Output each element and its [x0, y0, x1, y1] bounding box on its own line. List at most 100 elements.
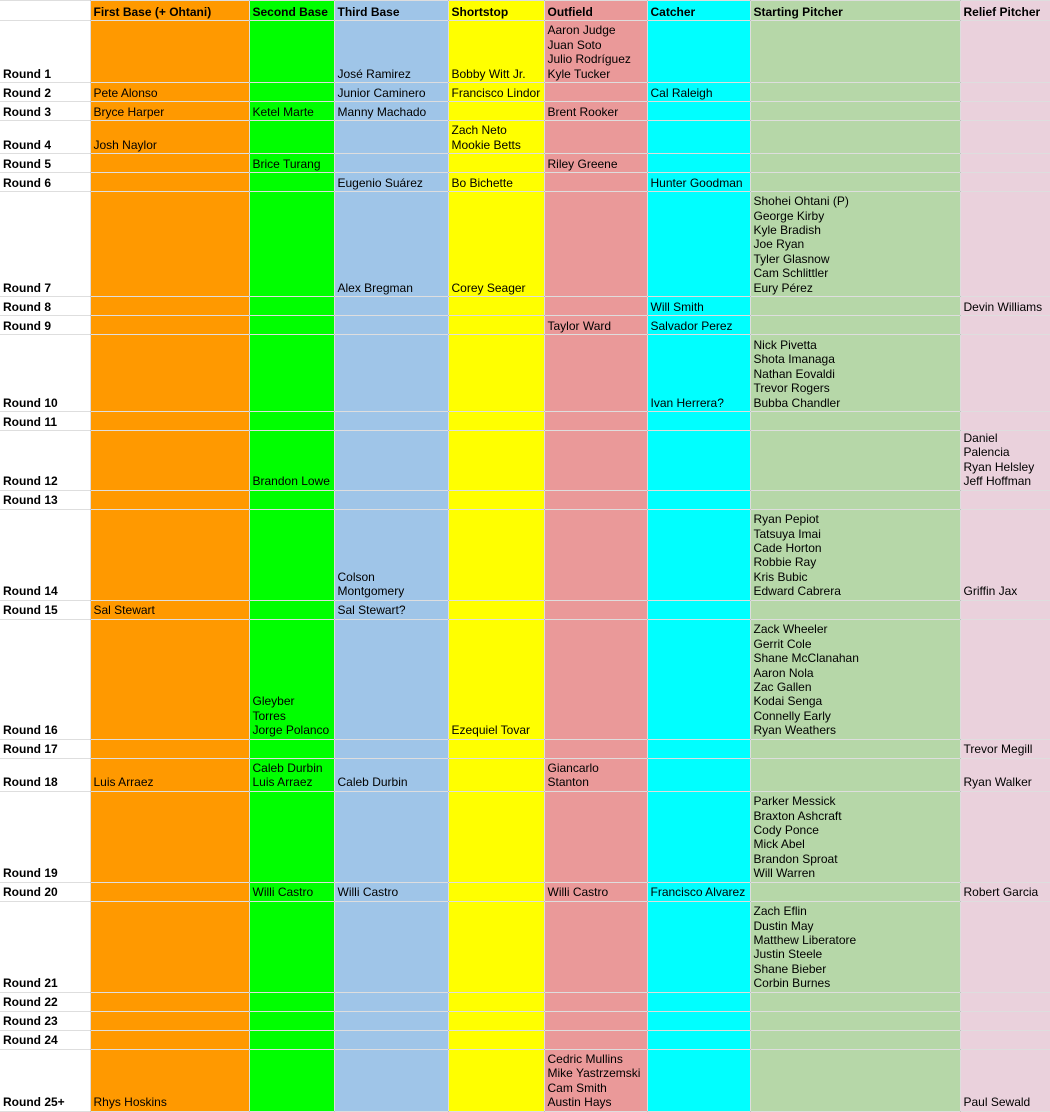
cell-outfield[interactable] — [544, 509, 648, 601]
round-label[interactable]: Round 7 — [0, 191, 91, 297]
cell-catcher[interactable] — [647, 739, 751, 759]
cell-second-base[interactable] — [249, 20, 335, 83]
cell-relief-pitcher[interactable] — [960, 992, 1050, 1012]
cell-third-base[interactable]: Junior Caminero — [334, 82, 449, 102]
cell-starting-pitcher[interactable] — [750, 882, 961, 902]
cell-shortstop[interactable] — [448, 430, 545, 491]
round-label[interactable]: Round 5 — [0, 153, 91, 173]
cell-catcher[interactable] — [647, 992, 751, 1012]
cell-catcher[interactable]: Cal Raleigh — [647, 82, 751, 102]
cell-catcher[interactable] — [647, 411, 751, 431]
round-label[interactable]: Round 2 — [0, 82, 91, 102]
cell-catcher[interactable] — [647, 101, 751, 121]
cell-catcher[interactable] — [647, 901, 751, 993]
cell-shortstop[interactable]: Francisco Lindor — [448, 82, 545, 102]
cell-starting-pitcher[interactable] — [750, 758, 961, 792]
cell-shortstop[interactable]: Bo Bichette — [448, 172, 545, 192]
cell-starting-pitcher[interactable] — [750, 992, 961, 1012]
cell-second-base[interactable] — [249, 82, 335, 102]
cell-first-base[interactable]: Bryce Harper — [90, 101, 250, 121]
cell-outfield[interactable] — [544, 1011, 648, 1031]
cell-second-base[interactable] — [249, 334, 335, 412]
round-label[interactable]: Round 9 — [0, 315, 91, 335]
cell-outfield[interactable] — [544, 191, 648, 297]
cell-shortstop[interactable] — [448, 411, 545, 431]
cell-relief-pitcher[interactable] — [960, 315, 1050, 335]
cell-third-base[interactable] — [334, 1030, 449, 1050]
cell-relief-pitcher[interactable] — [960, 411, 1050, 431]
cell-third-base[interactable]: Caleb Durbin — [334, 758, 449, 792]
cell-first-base[interactable] — [90, 296, 250, 316]
cell-third-base[interactable] — [334, 619, 449, 740]
cell-first-base[interactable] — [90, 172, 250, 192]
cell-catcher[interactable] — [647, 490, 751, 510]
cell-catcher[interactable] — [647, 430, 751, 491]
round-label[interactable]: Round 19 — [0, 791, 91, 883]
cell-outfield[interactable]: Willi Castro — [544, 882, 648, 902]
cell-starting-pitcher[interactable] — [750, 600, 961, 620]
cell-second-base[interactable] — [249, 901, 335, 993]
cell-third-base[interactable] — [334, 1011, 449, 1031]
cell-relief-pitcher[interactable] — [960, 191, 1050, 297]
cell-relief-pitcher[interactable]: Ryan Walker — [960, 758, 1050, 792]
cell-outfield[interactable] — [544, 334, 648, 412]
round-label[interactable]: Round 6 — [0, 172, 91, 192]
round-label[interactable]: Round 1 — [0, 20, 91, 83]
cell-shortstop[interactable] — [448, 1030, 545, 1050]
cell-second-base[interactable] — [249, 296, 335, 316]
header-third-base[interactable]: Third Base — [334, 0, 449, 21]
round-label[interactable]: Round 20 — [0, 882, 91, 902]
cell-starting-pitcher[interactable] — [750, 1049, 961, 1112]
cell-outfield[interactable] — [544, 82, 648, 102]
cell-relief-pitcher[interactable] — [960, 600, 1050, 620]
cell-third-base[interactable] — [334, 153, 449, 173]
round-label[interactable]: Round 13 — [0, 490, 91, 510]
cell-shortstop[interactable] — [448, 101, 545, 121]
cell-catcher[interactable] — [647, 1011, 751, 1031]
cell-second-base[interactable]: Brandon Lowe — [249, 430, 335, 491]
cell-first-base[interactable] — [90, 20, 250, 83]
round-label[interactable]: Round 11 — [0, 411, 91, 431]
cell-starting-pitcher[interactable]: Shohei Ohtani (P) George Kirby Kyle Brad… — [750, 191, 961, 297]
cell-first-base[interactable] — [90, 739, 250, 759]
cell-outfield[interactable]: Cedric Mullins Mike Yastrzemski Cam Smit… — [544, 1049, 648, 1112]
cell-starting-pitcher[interactable] — [750, 1030, 961, 1050]
cell-third-base[interactable]: José Ramirez — [334, 20, 449, 83]
cell-second-base[interactable]: Gleyber Torres Jorge Polanco — [249, 619, 335, 740]
cell-outfield[interactable]: Giancarlo Stanton — [544, 758, 648, 792]
cell-second-base[interactable]: Willi Castro — [249, 882, 335, 902]
round-label[interactable]: Round 25+ — [0, 1049, 91, 1112]
cell-starting-pitcher[interactable]: Parker Messick Braxton Ashcraft Cody Pon… — [750, 791, 961, 883]
cell-outfield[interactable] — [544, 992, 648, 1012]
cell-shortstop[interactable] — [448, 1049, 545, 1112]
header-first-base[interactable]: First Base (+ Ohtani) — [90, 0, 250, 21]
cell-third-base[interactable]: Eugenio Suárez — [334, 172, 449, 192]
cell-first-base[interactable] — [90, 791, 250, 883]
round-label[interactable]: Round 16 — [0, 619, 91, 740]
cell-first-base[interactable] — [90, 411, 250, 431]
cell-outfield[interactable]: Aaron Judge Juan Soto Julio Rodríguez Ky… — [544, 20, 648, 83]
header-shortstop[interactable]: Shortstop — [448, 0, 545, 21]
cell-outfield[interactable] — [544, 430, 648, 491]
cell-shortstop[interactable] — [448, 153, 545, 173]
cell-relief-pitcher[interactable] — [960, 1030, 1050, 1050]
cell-catcher[interactable]: Will Smith — [647, 296, 751, 316]
cell-second-base[interactable] — [249, 315, 335, 335]
cell-second-base[interactable] — [249, 509, 335, 601]
cell-relief-pitcher[interactable]: Robert Garcia — [960, 882, 1050, 902]
cell-starting-pitcher[interactable] — [750, 315, 961, 335]
cell-starting-pitcher[interactable] — [750, 1011, 961, 1031]
cell-first-base[interactable] — [90, 1030, 250, 1050]
cell-outfield[interactable] — [544, 739, 648, 759]
cell-starting-pitcher[interactable] — [750, 430, 961, 491]
cell-third-base[interactable]: Willi Castro — [334, 882, 449, 902]
round-label[interactable]: Round 3 — [0, 101, 91, 121]
cell-second-base[interactable] — [249, 1049, 335, 1112]
cell-relief-pitcher[interactable] — [960, 101, 1050, 121]
cell-outfield[interactable] — [544, 1030, 648, 1050]
cell-relief-pitcher[interactable]: Trevor Megill — [960, 739, 1050, 759]
header-round[interactable] — [0, 0, 91, 21]
cell-third-base[interactable] — [334, 315, 449, 335]
cell-shortstop[interactable] — [448, 315, 545, 335]
cell-shortstop[interactable] — [448, 992, 545, 1012]
